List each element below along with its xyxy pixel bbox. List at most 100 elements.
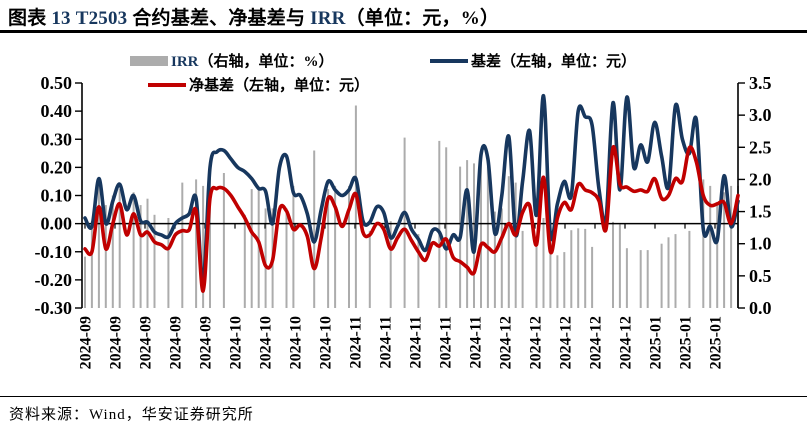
irr-bar (535, 246, 538, 308)
irr-bar (584, 228, 587, 308)
irr-bar (167, 218, 170, 308)
x-axis-label: 2025-01 (678, 316, 695, 369)
irr-bar (591, 246, 594, 308)
legend-label-basis: 基差（左轴，单位：元） (471, 54, 637, 70)
basis-line-swatch (430, 58, 468, 63)
irr-bar (327, 189, 330, 308)
right-axis-label: 3.0 (749, 105, 772, 125)
irr-bar (403, 137, 406, 308)
title-segment: 13 T2503 (51, 8, 133, 29)
irr-bar (257, 189, 260, 308)
irr-bar (354, 105, 357, 308)
irr-bar (445, 147, 448, 308)
irr-bar (389, 221, 392, 308)
irr-bar (209, 169, 211, 308)
irr-bar (313, 150, 316, 308)
legend-label-net-basis: 净基差（左轴，单位：元） (189, 78, 370, 94)
irr-bar (646, 250, 649, 308)
legend-item-net-basis: 净基差（左轴，单位：元） (148, 74, 369, 95)
irr-bar (549, 223, 552, 308)
x-axis-label: 2024-09 (108, 316, 125, 369)
irr-bar (563, 252, 566, 308)
left-axis-label: 0.20 (41, 157, 73, 177)
irr-bar (118, 189, 121, 308)
chart-legend: IRR（右轴，单位：%） 基差（左轴，单位：元） 净基差（左轴，单位：元） (0, 46, 807, 98)
irr-bar (292, 185, 295, 308)
x-axis-label: 2024-12 (528, 316, 545, 369)
right-axis: 3.5 3.0 2.5 2.0 1.5 1.0 0.5 0.0 (737, 73, 772, 318)
x-axis-label: 2024-09 (78, 316, 95, 369)
title-segment: （单位：元，%） (345, 8, 500, 29)
left-axis-label: -0.20 (35, 270, 73, 290)
net-basis-line-swatch (148, 82, 186, 87)
x-axis-label: 2024-09 (198, 316, 215, 369)
irr-bar (417, 234, 420, 308)
irr-bar (264, 208, 267, 308)
x-axis-label: 2024-11 (438, 316, 455, 368)
right-axis-label: 3.5 (749, 73, 772, 93)
irr-bar (153, 214, 156, 308)
irr-bar (466, 160, 469, 308)
irr-bar (667, 237, 670, 308)
irr-bar (146, 198, 149, 308)
irr-bar (139, 205, 142, 308)
legend-label-irr: IRR（右轴，单位：%） (171, 54, 334, 70)
right-axis-label: 1.0 (749, 234, 772, 254)
irr-bar (570, 230, 573, 308)
source-note: 资料来源：Wind，华安证券研究所 (9, 407, 254, 423)
irr-bar (625, 248, 628, 308)
x-axis-label: 2025-01 (708, 316, 725, 369)
x-axis-label: 2024-10 (288, 316, 305, 369)
x-axis-label: 2024-12 (588, 316, 605, 369)
legend-item-basis: 基差（左轴，单位：元） (430, 50, 636, 71)
irr-bar (243, 214, 246, 308)
x-axis-label: 2024-11 (468, 316, 485, 368)
left-axis-label: 0.00 (41, 214, 73, 234)
left-axis-label: -0.30 (35, 298, 73, 318)
x-tick-labels: 2024-09 2024-09 2024-09 2024-09 2024-09 2024-… (78, 316, 725, 369)
x-axis-label: 2024-11 (378, 316, 395, 368)
irr-bar (618, 224, 621, 308)
left-axis-label: 0.10 (41, 186, 73, 206)
irr-bar (507, 176, 510, 308)
irr-bar (723, 192, 726, 308)
irr-bar (132, 192, 135, 308)
irr-bar (521, 230, 524, 308)
x-axis-label: 2024-12 (618, 316, 635, 369)
irr-bar (493, 211, 496, 308)
irr-bar (639, 250, 642, 308)
footer-divider (0, 396, 807, 398)
irr-bar (285, 208, 288, 308)
irr-bar (556, 255, 559, 308)
right-axis-label: 0.0 (749, 298, 772, 318)
irr-bar (90, 221, 93, 308)
irr-bar (202, 185, 205, 308)
irr-bar (480, 160, 482, 308)
irr-bar (542, 218, 545, 308)
irr-bar (111, 195, 114, 308)
irr-bar (222, 173, 225, 308)
left-axis-label: 0.30 (41, 129, 73, 149)
x-axis-label: 2024-09 (168, 316, 185, 369)
x-axis-label: 2024-10 (258, 316, 275, 369)
right-axis-label: 2.5 (749, 137, 772, 157)
x-axis-label: 2024-12 (498, 316, 515, 369)
figure-title: 图表 13 T2503 合约基差、净基差与 IRR（单位：元，%） (8, 3, 499, 30)
right-axis-label: 2.0 (749, 169, 772, 189)
x-axis-label: 2024-10 (228, 316, 245, 369)
left-axis-label: 0.40 (41, 101, 73, 121)
x-axis-label: 2025-01 (648, 316, 665, 369)
x-axis-label: 2024-12 (558, 316, 575, 369)
x-axis-label: 2024-11 (348, 316, 365, 368)
title-segment: 图表 (8, 8, 52, 29)
right-axis-label: 0.5 (749, 266, 772, 286)
x-axis-label: 2024-10 (318, 316, 335, 369)
irr-bar (702, 179, 705, 308)
irr-bar (716, 201, 719, 308)
irr-bar (514, 182, 517, 308)
title-divider (0, 30, 807, 33)
legend-item-irr: IRR（右轴，单位：%） (130, 50, 334, 71)
net-basis-line (83, 145, 740, 293)
